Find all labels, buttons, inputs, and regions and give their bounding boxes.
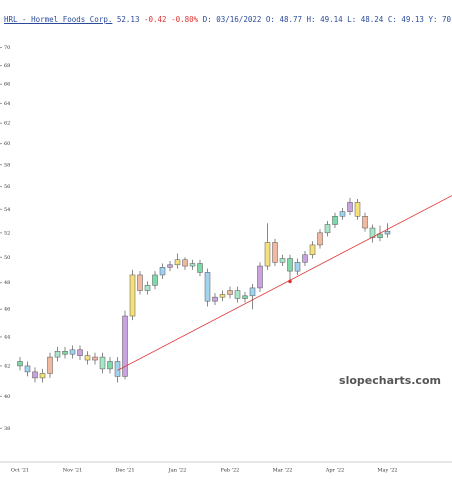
- y-tick-label: 38: [4, 426, 10, 432]
- candle-body: [24, 365, 31, 373]
- candle-body: [84, 355, 91, 361]
- last-price: 52.13: [116, 15, 140, 24]
- candle-body: [107, 361, 113, 370]
- candle-body: [264, 242, 271, 267]
- y-tick-label: 44: [4, 334, 10, 340]
- candle-body: [137, 274, 143, 291]
- y-tick-label: 70: [4, 45, 10, 51]
- candle-body: [159, 267, 166, 276]
- candle-body: [362, 216, 368, 229]
- candle-body: [167, 264, 173, 268]
- candle-body: [17, 361, 23, 367]
- details: D: 03/16/2022 O: 48.77 H: 49.14 L: 48.24…: [202, 15, 452, 24]
- candle-body: [302, 254, 308, 263]
- candle-body: [317, 232, 323, 246]
- candle-body: [62, 351, 68, 355]
- y-tick-label: 42: [4, 363, 10, 369]
- symbol[interactable]: HRL - Hormel Foods Corp.: [4, 15, 113, 24]
- candle-body: [54, 351, 61, 358]
- candle-body: [249, 287, 256, 297]
- trendline: [117, 195, 452, 371]
- candle-body: [234, 290, 241, 299]
- candle-body: [369, 227, 376, 238]
- y-tick-label: 66: [4, 82, 10, 88]
- candle-body: [219, 294, 226, 298]
- header: HRL - Hormel Foods Corp. 52.13 -0.42 -0.…: [4, 15, 452, 24]
- y-tick-label: 68: [4, 63, 10, 69]
- candle-body: [279, 258, 286, 263]
- y-tick-label: 64: [4, 101, 10, 107]
- x-tick-label: Oct '21: [11, 468, 29, 474]
- x-tick-label: Nov '21: [63, 468, 83, 474]
- candle-body: [122, 315, 128, 377]
- marker-dot: [288, 279, 292, 284]
- y-tick-label: 60: [4, 141, 10, 147]
- y-tick-label: 58: [4, 162, 10, 168]
- candle-body: [32, 371, 38, 379]
- y-tick-label: 48: [4, 280, 10, 286]
- candle-body: [182, 259, 188, 267]
- candle-body: [144, 285, 151, 291]
- candle-body: [69, 349, 76, 355]
- watermark: slopecharts.com: [339, 374, 441, 387]
- y-tick-label: 62: [4, 121, 10, 127]
- candle-body: [227, 290, 233, 295]
- change: -0.42: [143, 15, 167, 24]
- x-tick-label: Feb '22: [221, 468, 240, 474]
- x-tick-label: Apr '22: [325, 468, 345, 474]
- y-tick-label: 50: [4, 255, 10, 261]
- x-tick-label: Dec '21: [115, 468, 134, 474]
- candle-body: [257, 265, 263, 289]
- candle-body: [287, 258, 293, 272]
- candle-body: [272, 242, 278, 263]
- candle-body: [332, 216, 338, 225]
- candle-body: [309, 244, 316, 256]
- candle-body: [204, 272, 211, 302]
- candle-body: [339, 211, 346, 217]
- candle-body: [384, 231, 391, 235]
- candle-body: [294, 262, 301, 272]
- candle-body: [92, 356, 98, 361]
- candle-body: [47, 356, 53, 374]
- candle-body: [324, 224, 331, 234]
- candle-body: [114, 361, 121, 377]
- candle-body: [189, 263, 196, 267]
- candle-body: [39, 373, 46, 379]
- x-tick-label: Mar '22: [273, 468, 293, 474]
- candle-body: [377, 233, 383, 238]
- candle-body: [129, 274, 136, 317]
- candle-body: [152, 274, 158, 286]
- x-tick-label: Jan '22: [168, 468, 187, 474]
- candle-body: [99, 356, 106, 370]
- candle-body: [174, 259, 181, 266]
- y-tick-label: 46: [4, 307, 10, 313]
- candle-body: [197, 263, 203, 273]
- candle-body: [347, 202, 353, 212]
- candle-body: [77, 349, 83, 356]
- y-tick-label: 40: [4, 394, 10, 400]
- candle-body: [242, 295, 248, 299]
- y-tick-label: 56: [4, 184, 10, 190]
- candle-body: [212, 296, 218, 302]
- y-tick-label: 54: [4, 207, 10, 213]
- x-tick-label: May '22: [377, 468, 397, 474]
- candle-body: [354, 202, 361, 217]
- change-pct: -0.80%: [171, 15, 199, 24]
- y-tick-label: 52: [4, 230, 10, 236]
